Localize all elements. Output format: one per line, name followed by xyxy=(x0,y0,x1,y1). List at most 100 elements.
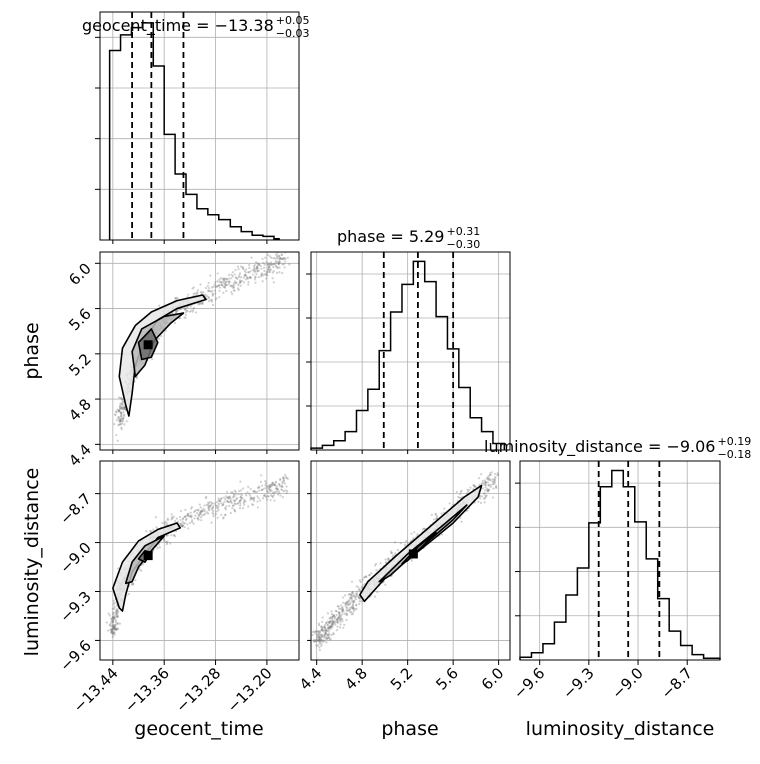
sample-point xyxy=(113,601,116,605)
sample-point xyxy=(345,612,348,615)
sample-point xyxy=(357,586,360,589)
sample-point xyxy=(491,480,494,483)
sample-point xyxy=(350,596,353,600)
sample-point xyxy=(320,644,323,647)
sample-point xyxy=(166,540,169,543)
sample-point xyxy=(109,624,112,627)
sample-point xyxy=(233,289,236,292)
sample-point xyxy=(224,283,227,286)
sample-point xyxy=(330,623,333,627)
sample-point xyxy=(111,623,114,626)
sample-point xyxy=(209,299,212,302)
sample-point xyxy=(319,630,322,633)
sample-point xyxy=(195,511,199,515)
sample-point xyxy=(218,296,221,299)
sample-point xyxy=(347,609,351,612)
sample-point xyxy=(335,610,338,613)
sample-point xyxy=(116,439,119,442)
sample-point xyxy=(109,628,112,631)
sample-point xyxy=(324,632,327,635)
sample-point xyxy=(112,616,115,619)
sample-point xyxy=(342,610,345,613)
sample-point xyxy=(221,503,225,507)
sample-point xyxy=(210,286,213,289)
sample-point xyxy=(207,286,210,290)
sample-point xyxy=(256,265,259,268)
sample-point xyxy=(237,268,240,271)
sample-point xyxy=(483,491,486,494)
sample-point xyxy=(260,272,263,275)
density-peak xyxy=(408,549,418,559)
sample-point xyxy=(220,283,223,286)
sample-point xyxy=(217,502,220,506)
sample-point xyxy=(228,280,231,283)
sample-point xyxy=(227,277,231,280)
sample-point xyxy=(316,634,320,637)
tick-label-y-luminosity_distance: −9.0 xyxy=(56,539,94,577)
sample-point xyxy=(125,420,128,423)
sample-point xyxy=(282,490,286,493)
sample-point xyxy=(460,520,463,523)
sample-point xyxy=(224,281,227,284)
sample-point xyxy=(235,497,238,501)
sample-point xyxy=(348,596,352,599)
sample-point xyxy=(328,620,331,624)
tick-label-y-luminosity_distance: −9.3 xyxy=(56,588,94,626)
sample-point xyxy=(358,588,361,591)
sample-point xyxy=(212,285,215,288)
sample-point xyxy=(184,316,187,319)
sample-point xyxy=(232,283,235,287)
sample-point xyxy=(265,489,269,493)
sample-point xyxy=(181,524,184,527)
sample-point xyxy=(319,636,322,639)
sample-point xyxy=(211,289,214,293)
sample-point xyxy=(269,486,272,489)
sample-point xyxy=(244,500,247,503)
sample-point xyxy=(268,270,271,274)
sample-point xyxy=(217,508,220,512)
sample-point xyxy=(208,508,211,511)
sample-point xyxy=(318,646,321,649)
sample-point xyxy=(349,606,352,609)
sample-point xyxy=(353,595,356,598)
sample-point xyxy=(192,306,196,310)
sample-point xyxy=(111,607,114,610)
sample-point xyxy=(174,535,177,538)
sample-point xyxy=(235,276,238,279)
sample-point xyxy=(477,500,480,503)
sample-point xyxy=(226,490,229,494)
sample-point xyxy=(324,632,327,635)
sample-point xyxy=(166,522,169,525)
sample-point xyxy=(253,266,256,269)
sample-point xyxy=(219,499,222,503)
sample-point xyxy=(151,358,154,361)
sample-point xyxy=(115,610,118,614)
sample-point xyxy=(122,411,125,414)
sample-point xyxy=(220,497,223,500)
sample-point xyxy=(194,311,198,314)
sample-point xyxy=(260,274,263,277)
sample-point xyxy=(116,615,120,618)
sample-point xyxy=(186,309,189,313)
sample-point xyxy=(154,516,157,519)
sample-point xyxy=(112,626,115,629)
sample-point xyxy=(271,491,274,495)
sample-point xyxy=(320,638,323,641)
sample-point xyxy=(259,480,263,483)
sample-point xyxy=(319,639,323,642)
sample-point xyxy=(115,621,118,624)
sample-point xyxy=(315,633,319,637)
sample-point xyxy=(214,504,218,507)
sample-point xyxy=(234,490,237,494)
sample-point xyxy=(494,472,497,476)
sample-point xyxy=(120,413,123,416)
sample-point xyxy=(328,625,332,628)
sample-point xyxy=(175,310,178,313)
sample-point xyxy=(266,495,270,498)
sample-point xyxy=(496,473,499,477)
sample-point xyxy=(350,594,353,597)
sample-point xyxy=(258,499,262,502)
sample-point xyxy=(175,296,178,299)
sample-point xyxy=(275,254,279,257)
sample-point xyxy=(332,615,336,618)
